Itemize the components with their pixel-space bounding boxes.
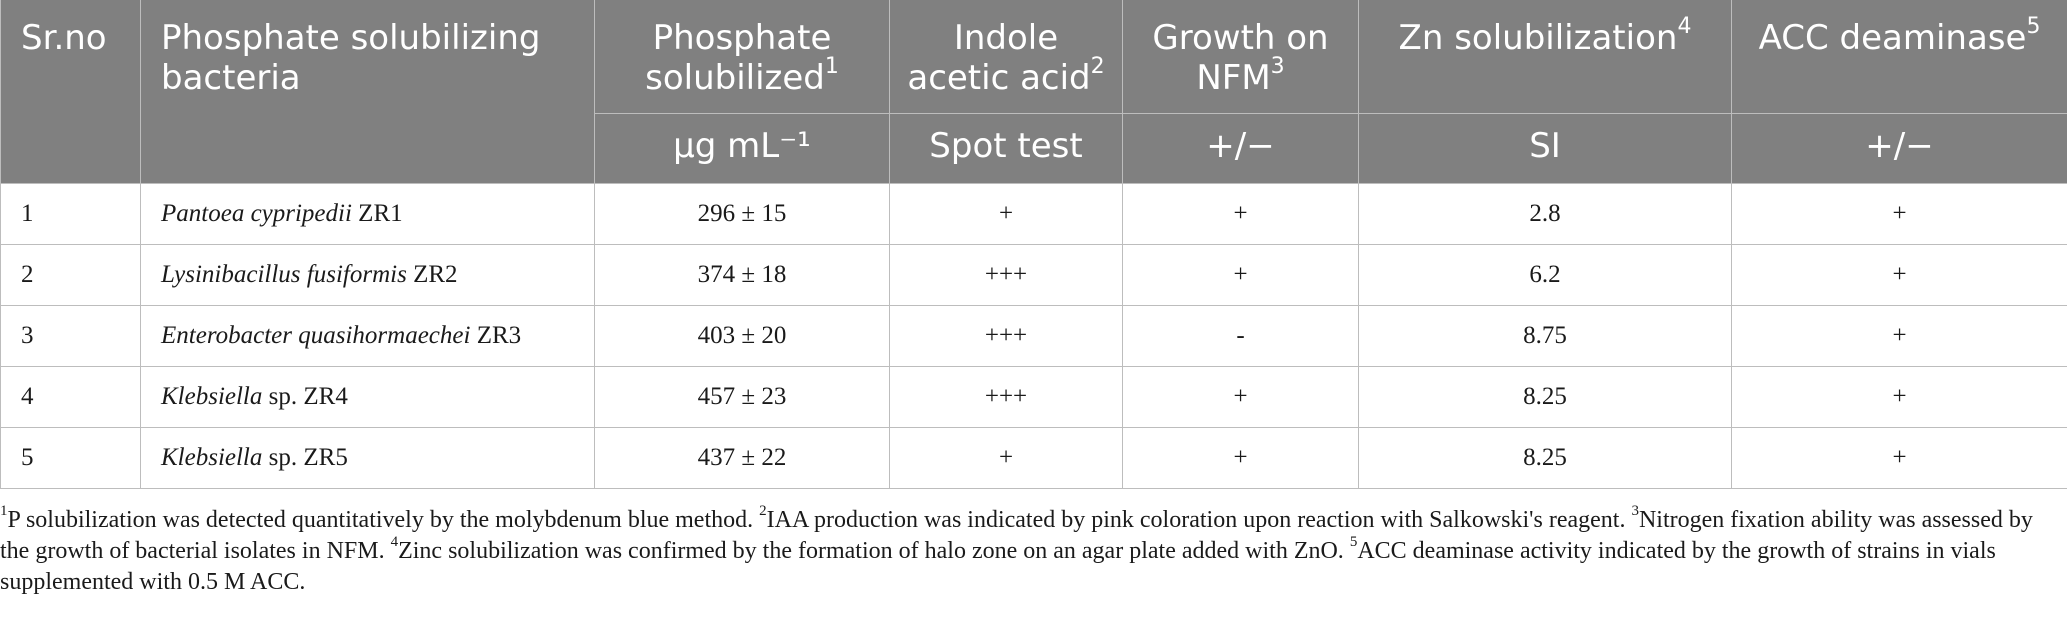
cell-iaa: +: [889, 182, 1123, 245]
cell-iaa: +++: [889, 365, 1123, 428]
cell-srno: 5: [0, 426, 141, 489]
header-bacteria: Phosphate solubilizing bacteria: [140, 0, 595, 183]
table-row: 3 Enterobacter quasihormaechei ZR3 403 ±…: [0, 304, 2067, 367]
unit-nfm: +/−: [1122, 112, 1359, 183]
cell-phosphate: 457 ± 23: [594, 365, 890, 428]
cell-srno: 3: [0, 304, 141, 367]
cell-nfm: -: [1122, 304, 1359, 367]
cell-acc: +: [1731, 182, 2067, 245]
cell-iaa: +++: [889, 243, 1123, 306]
cell-acc: +: [1731, 243, 2067, 306]
cell-nfm: +: [1122, 365, 1359, 428]
cell-phosphate: 374 ± 18: [594, 243, 890, 306]
cell-srno: 1: [0, 182, 141, 245]
unit-phosphate: µg mL⁻¹: [594, 112, 890, 183]
table-row: 1 Pantoea cypripedii ZR1 296 ± 15 + + 2.…: [0, 182, 2067, 245]
cell-nfm: +: [1122, 243, 1359, 306]
footnote-3: 3Nitrogen fixation ability was assessed …: [0, 503, 2033, 565]
table-footnotes: 1P solubilization was detected quantitat…: [0, 503, 2050, 598]
cell-bacteria: Klebsiella sp. ZR4: [140, 365, 595, 428]
header-srno: Sr.no: [0, 0, 141, 183]
table-wrapper: Sr.no Phosphate solubilizing bacteria Ph…: [0, 0, 2067, 489]
cell-nfm: +: [1122, 426, 1359, 489]
cell-acc: +: [1731, 426, 2067, 489]
table-row: 2 Lysinibacillus fusiformis ZR2 374 ± 18…: [0, 243, 2067, 306]
cell-zn: 8.25: [1358, 365, 1732, 428]
header-nfm: Growth on NFM3: [1122, 0, 1359, 113]
table-row: 4 Klebsiella sp. ZR4 457 ± 23 +++ + 8.25…: [0, 365, 2067, 428]
header-zn: Zn solubilization4: [1358, 0, 1732, 113]
footnote-2: 2IAA production was indicated by pink co…: [759, 503, 1632, 534]
cell-acc: +: [1731, 304, 2067, 367]
footnote-1: 1P solubilization was detected quantitat…: [0, 503, 760, 534]
footnote-5: 5ACC deaminase activity indicated by the…: [0, 534, 1996, 596]
cell-bacteria: Enterobacter quasihormaechei ZR3: [140, 304, 595, 367]
cell-bacteria: Pantoea cypripedii ZR1: [140, 182, 595, 245]
units-row: µg mL⁻¹ Spot test +/− SI +/−: [1, 112, 2067, 183]
cell-phosphate: 296 ± 15: [594, 182, 890, 245]
cell-srno: 2: [0, 243, 141, 306]
unit-zn: SI: [1358, 112, 1732, 183]
cell-iaa: +: [889, 426, 1123, 489]
cell-phosphate: 403 ± 20: [594, 304, 890, 367]
data-table: Sr.no Phosphate solubilizing bacteria Ph…: [0, 0, 2067, 489]
table-body: 1 Pantoea cypripedii ZR1 296 ± 15 + + 2.…: [0, 182, 2067, 489]
cell-bacteria: Lysinibacillus fusiformis ZR2: [140, 243, 595, 306]
table-header: Sr.no Phosphate solubilizing bacteria Ph…: [0, 0, 2067, 183]
unit-acc: +/−: [1731, 112, 2067, 183]
header-acc: ACC deaminase5: [1731, 0, 2067, 113]
cell-zn: 2.8: [1358, 182, 1732, 245]
cell-nfm: +: [1122, 182, 1359, 245]
header-iaa: Indole acetic acid2: [889, 0, 1123, 113]
cell-zn: 6.2: [1358, 243, 1732, 306]
footnote-4: 4Zinc solubilization was confirmed by th…: [390, 534, 1350, 565]
cell-zn: 8.75: [1358, 304, 1732, 367]
cell-phosphate: 437 ± 22: [594, 426, 890, 489]
cell-bacteria: Klebsiella sp. ZR5: [140, 426, 595, 489]
header-row: Sr.no Phosphate solubilizing bacteria Ph…: [0, 0, 2067, 183]
cell-iaa: +++: [889, 304, 1123, 367]
header-phosphate: Phosphate solubilized1: [594, 0, 890, 113]
table-row: 5 Klebsiella sp. ZR5 437 ± 22 + + 8.25 +: [0, 426, 2067, 489]
cell-zn: 8.25: [1358, 426, 1732, 489]
cell-acc: +: [1731, 365, 2067, 428]
unit-iaa: Spot test: [889, 112, 1123, 183]
cell-srno: 4: [0, 365, 141, 428]
